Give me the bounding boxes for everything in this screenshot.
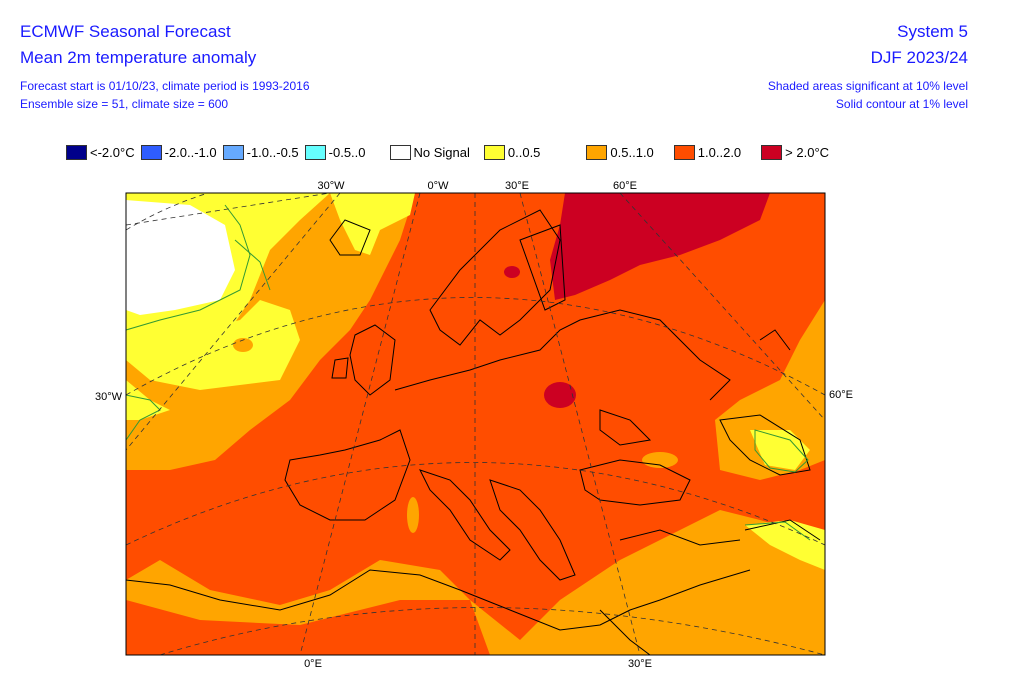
legend-label: 0.5..1.0 (610, 144, 654, 160)
map-frame (125, 192, 826, 656)
legend-item: <-2.0°C (66, 144, 135, 160)
lon-label-top: 30°E (505, 180, 529, 192)
legend-item: 0..0.5 (483, 144, 541, 160)
legend-item: No Signal (389, 144, 470, 160)
legend-label: -0.5..0 (328, 144, 366, 160)
field-no-signal (126, 200, 235, 315)
forecast-start-info: Forecast start is 01/10/23, climate peri… (20, 79, 310, 93)
legend-swatch (761, 144, 783, 160)
field-above-2-arctic (550, 193, 770, 300)
legend-swatch (673, 144, 695, 160)
legend-swatch (304, 144, 326, 160)
lon-label-bottom: 30°E (628, 658, 652, 670)
legend-label: No Signal (413, 144, 470, 160)
legend-swatch (222, 144, 244, 160)
legend-swatch (389, 144, 411, 160)
contour-note: Solid contour at 1% level (835, 97, 968, 111)
lat-label-left: 30°W (95, 391, 123, 403)
map-field (126, 193, 825, 655)
forecast-title: ECMWF Seasonal Forecast (20, 22, 231, 41)
forecast-subtitle: Mean 2m temperature anomaly (20, 48, 257, 67)
field-05-1-speck (233, 338, 253, 352)
ensemble-info: Ensemble size = 51, climate size = 600 (20, 97, 229, 111)
significance-note: Shaded areas significant at 10% level (767, 79, 968, 93)
legend-label: -1.0..-0.5 (246, 144, 299, 160)
significance-contours (126, 204, 811, 541)
legend-item: -0.5..0 (304, 144, 366, 160)
color-legend: <-2.0°C -2.0..-1.0 -1.0..-0.5 -0.5..0 No… (66, 141, 835, 163)
field-05-1-speck (642, 452, 678, 468)
lon-label-top: 30°W (317, 180, 345, 192)
field-1-2-africa (126, 600, 490, 655)
graticule (126, 193, 825, 655)
legend-item: > 2.0°C (761, 144, 830, 160)
legend-swatch (66, 144, 87, 160)
legend-swatch (586, 144, 608, 160)
legend-label: 0..0.5 (507, 144, 541, 160)
legend-item: -2.0..-1.0 (140, 144, 217, 160)
lon-label-top: 60°E (613, 180, 637, 192)
field-above-2-russia (544, 382, 576, 408)
legend-item: -1.0..-0.5 (222, 144, 299, 160)
season-label: DJF 2023/24 (870, 48, 968, 67)
legend-label: <-2.0°C (90, 144, 135, 160)
field-0-05-caspian (750, 430, 810, 470)
legend-label: > 2.0°C (785, 144, 830, 160)
field-above-2-scandinavia (504, 266, 520, 278)
coastlines (126, 209, 821, 655)
lat-label-right: 60°E (829, 389, 853, 401)
legend-label: 1.0..2.0 (697, 144, 742, 160)
legend-label: -2.0..-1.0 (164, 144, 217, 160)
lon-label-top: 0°W (428, 180, 450, 192)
legend-swatch (140, 144, 162, 160)
lon-label-bottom: 0°E (304, 658, 322, 670)
system-label: System 5 (897, 22, 968, 41)
field-05-1-sardinia (407, 497, 419, 533)
field-0-05-greenland (330, 193, 415, 255)
field-05-1-south (126, 510, 825, 655)
legend-swatch (483, 144, 505, 160)
legend-item: 0.5..1.0 (586, 144, 654, 160)
field-05-1-east (715, 300, 825, 480)
legend-item: 1.0..2.0 (673, 144, 742, 160)
field-0-05-arabia (745, 520, 825, 570)
